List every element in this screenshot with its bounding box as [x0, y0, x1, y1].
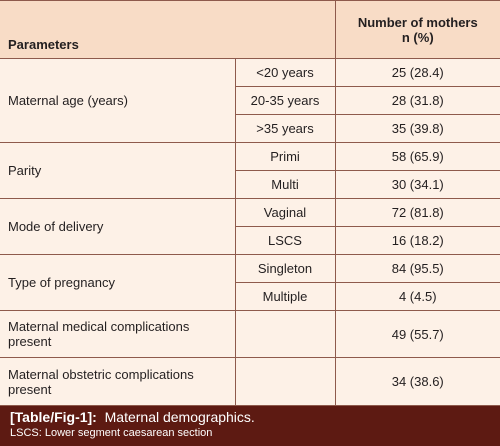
subgroup-cell: Vaginal	[234, 198, 336, 227]
value-cell: 16 (18.2)	[334, 226, 500, 255]
header-row: Parameters Number of mothers n (%)	[0, 0, 500, 59]
caption: [Table/Fig-1]: Maternal demographics. LS…	[0, 406, 500, 446]
empty-cell	[234, 310, 336, 358]
table-row: Maternal medical complications present 49…	[0, 310, 500, 358]
table-head: Parameters Number of mothers n (%)	[0, 0, 500, 59]
table-row: LSCS 16 (18.2)	[0, 226, 500, 255]
subgroup-cell: Multi	[235, 170, 336, 199]
parameter-cell: Maternal obstetric complications present	[0, 357, 236, 406]
table-row: Maternal age (years) <20 years 25 (28.4)	[0, 58, 500, 143]
value-cell: 84 (95.5)	[334, 254, 500, 283]
subgroup-cell: LSCS	[235, 226, 336, 255]
caption-title: [Table/Fig-1]: Maternal demographics.	[10, 408, 490, 426]
header-text: n (%)	[401, 29, 434, 45]
subgroup-cell: Multiple	[235, 282, 336, 311]
value-cell: 35 (39.8)	[334, 114, 500, 143]
parameter-cell: Mode of delivery	[0, 198, 236, 255]
table-row: 20-35 years 28 (31.8)	[0, 86, 500, 115]
value-cell: 4 (4.5)	[334, 282, 500, 311]
subgroup-cell: Singleton	[234, 254, 336, 283]
table-row: Parity Primi 58 (65.9)	[0, 142, 500, 199]
value-cell: 25 (28.4)	[334, 58, 500, 87]
demographics-table: Parameters Number of mothers n (%) Mater…	[0, 0, 500, 406]
parameter-cell: Type of pregnancy	[0, 254, 236, 311]
caption-note: LSCS: Lower segment caesarean section	[10, 427, 213, 439]
subgroup-cell: <20 years	[234, 58, 336, 87]
header-text: Number of mothers	[357, 14, 478, 30]
table-row: Mode of delivery Vaginal 72 (81.8)	[0, 198, 500, 255]
parameter-cell: Maternal age (years)	[0, 58, 236, 143]
header-cell: Parameters	[0, 0, 336, 59]
value-cell: 49 (55.7)	[334, 310, 500, 358]
subgroup-cell: 20-35 years	[235, 86, 336, 115]
caption-text: Maternal demographics.	[104, 409, 255, 425]
empty-cell	[234, 357, 336, 406]
header-cell: Number of mothers n (%)	[334, 0, 500, 59]
value-cell: 72 (81.8)	[334, 198, 500, 227]
table-row: Multiple 4 (4.5)	[0, 282, 500, 311]
table-row: Maternal obstetric complications present…	[0, 357, 500, 406]
parameter-cell: Maternal medical complications present	[0, 310, 236, 358]
value-cell: 58 (65.9)	[334, 142, 500, 171]
subgroup-cell: >35 years	[235, 114, 336, 143]
caption-tag: [Table/Fig-1]:	[10, 409, 97, 425]
value-cell: 34 (38.6)	[334, 357, 500, 406]
table-row: Type of pregnancy Singleton 84 (95.5)	[0, 254, 500, 311]
subgroup-cell: Primi	[234, 142, 336, 171]
value-cell: 30 (34.1)	[334, 170, 500, 199]
parameter-cell: Parity	[0, 142, 236, 199]
table-body: Maternal age (years) <20 years 25 (28.4) 20…	[0, 58, 500, 406]
value-cell: 28 (31.8)	[334, 86, 500, 115]
